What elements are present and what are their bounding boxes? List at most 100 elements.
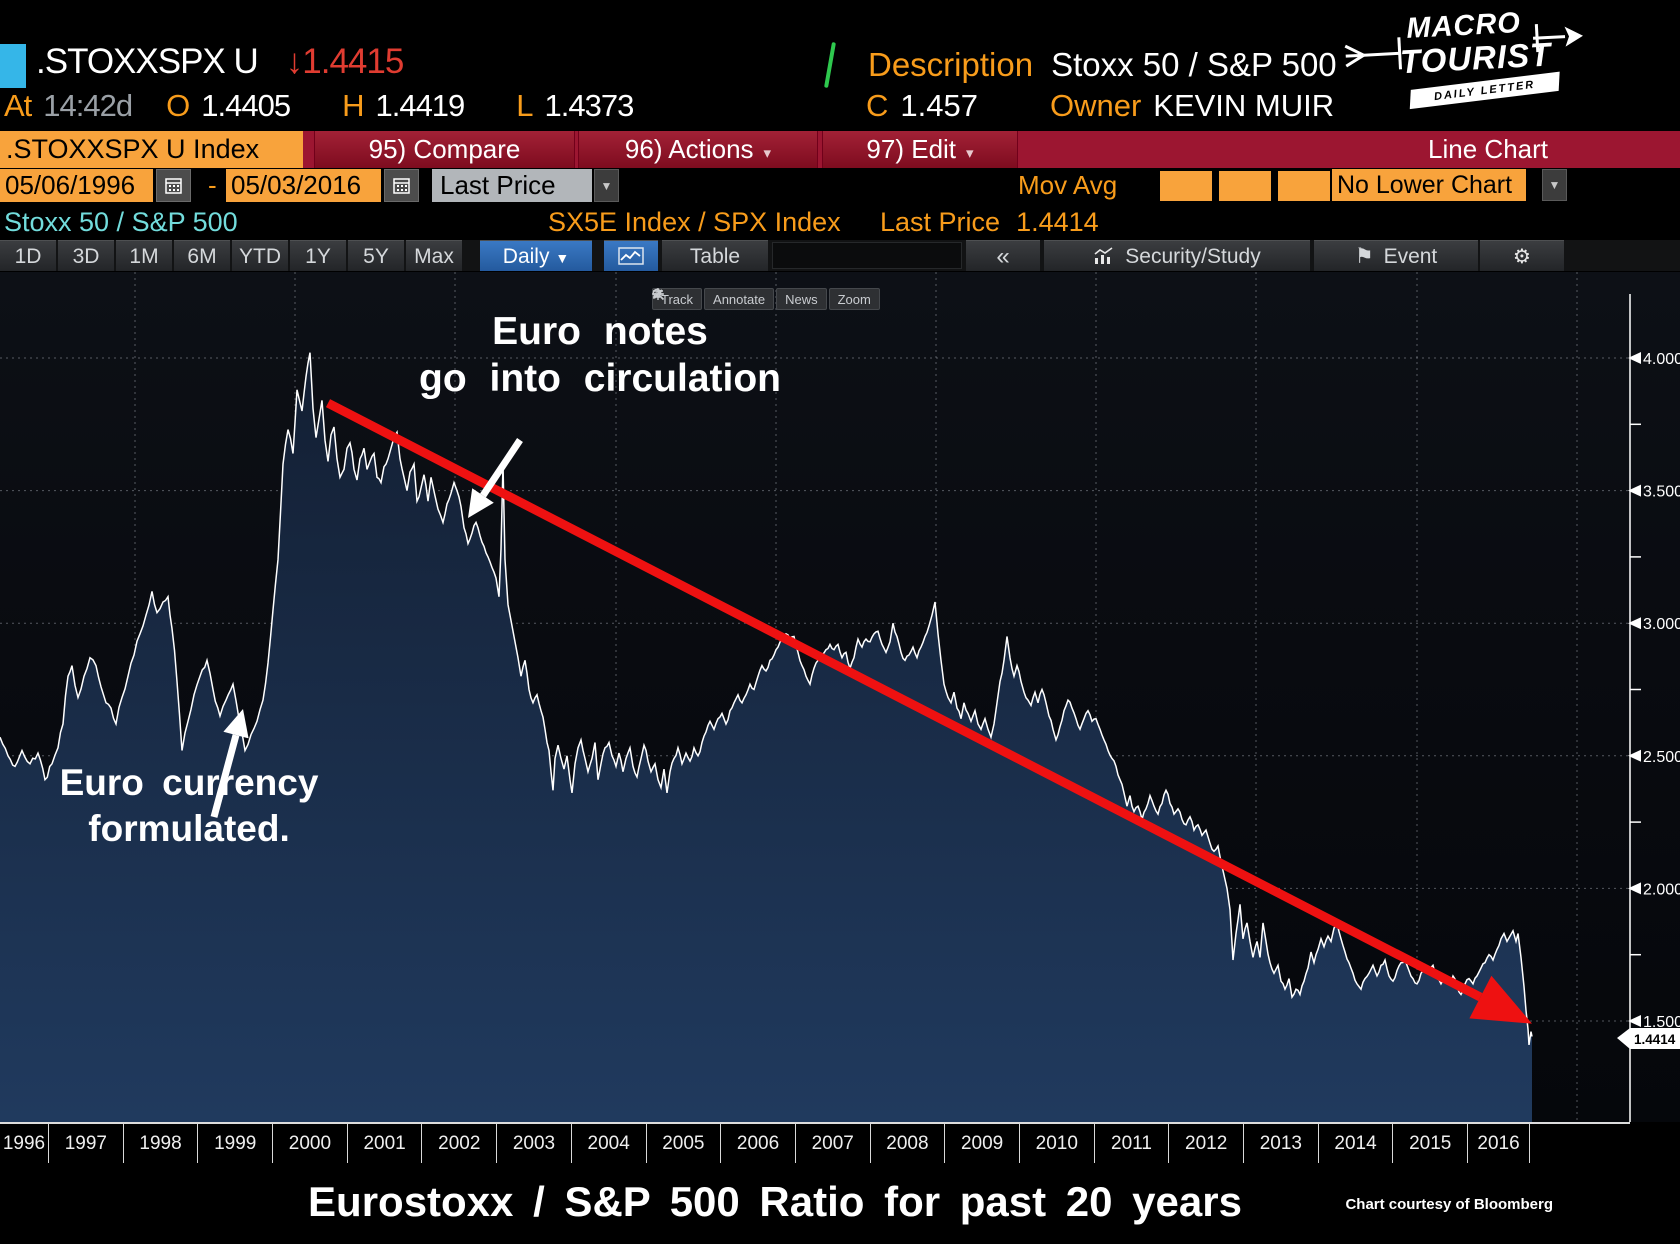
collapse-button[interactable]: « [966,240,1040,271]
tab-6m[interactable]: 6M [174,240,230,271]
low-value: 1.4373 [544,88,635,123]
annotation-euro-notes: Euro notes go into circulation [419,310,781,400]
last-price-label: Last Price [880,207,1001,237]
calendar-icon [393,178,410,194]
chart-toolbar: Track Annotate News Zoom [652,288,882,310]
calendar-from-button[interactable] [156,169,191,202]
last-price-badge [1617,1028,1680,1049]
green-tick-mark [824,42,836,88]
close-owner-row: C 1.457 Owner KEVIN MUIR [866,88,1386,124]
euro-notes-arrow [468,438,523,518]
description-row: Description Stoxx 50 / S&P 500 [868,46,1337,84]
macrotourist-logo: MACRO TOURIST DAILY LETTER [1335,0,1591,120]
compare-button[interactable]: 95) Compare [314,131,575,168]
calendar-icon [165,178,182,194]
mov-avg-box-1[interactable] [1160,171,1212,201]
y-tick-marker [1628,749,1641,762]
y-tick-marker [1628,484,1641,497]
x-axis-year: 2002 [422,1124,498,1163]
zoom-button[interactable]: Zoom [652,288,880,310]
x-axis-year: 1997 [49,1124,124,1163]
time-value: 14:42d [43,88,133,123]
index-button[interactable]: .STOXXSPX U Index [0,131,303,168]
mov-avg-label: Mov Avg [1018,170,1118,200]
tab-max[interactable]: Max [406,240,462,271]
price-chart[interactable]: 4.0000 3.5000 3.0000 2.5000 2.0000 1.50001.44… [0,272,1680,1122]
track-button[interactable]: Track [652,288,703,310]
news-button[interactable]: News [653,288,827,310]
settings-button[interactable]: ⚙ [1480,240,1564,271]
chevron-down-icon: ▾ [966,145,974,162]
tab-5y[interactable]: 5Y [348,240,404,271]
at-label: At [4,88,32,123]
price-area [0,352,1532,1122]
x-axis-year: 2012 [1169,1124,1244,1163]
chart-title: Eurostoxx / S&P 500 Ratio for past 20 ye… [308,1178,1242,1225]
subheader-bar: Stoxx 50 / S&P 500 SX5E Index / SPX Inde… [0,205,1680,239]
x-axis-year: 1999 [198,1124,274,1163]
ohlc-row: At 14:42d O 1.4405 H 1.4419 L 1.4373 [4,88,685,124]
down-arrow-icon: ↓ [285,42,303,81]
menu-bar: .STOXXSPX U Index 95) Compare 96) Action… [0,131,1680,168]
x-axis-year: 2007 [796,1124,871,1163]
tab-1y[interactable]: 1Y [290,240,346,271]
event-tab[interactable]: ⚑ Event [1314,240,1478,271]
mov-avg-box-2[interactable] [1219,171,1271,201]
x-axis-year: 1996 [0,1124,49,1163]
low-label: L [516,88,533,123]
date-range-separator: - [208,170,217,200]
x-axis-year: 2013 [1244,1124,1319,1163]
edit-button[interactable]: 97) Edit ▾ [822,131,1018,168]
no-lower-chart-select[interactable]: No Lower Chart [1332,169,1526,201]
toolbar-inset [772,242,962,269]
last-price-value: 1.4414 [1016,207,1099,237]
tab-3d[interactable]: 3D [58,240,114,271]
chart-type-label: Line Chart [1428,134,1548,164]
actions-button[interactable]: 96) Actions ▾ [578,131,818,168]
y-axis-label: 1.5000 [1643,1014,1680,1031]
tab-1d[interactable]: 1D [0,240,56,271]
tab-table[interactable]: Table [662,240,768,271]
x-axis-year: 2004 [572,1124,647,1163]
panel-cyan-square [0,44,26,88]
mov-avg-box-3[interactable] [1278,171,1330,201]
magnifier-icon [652,288,664,300]
tab-period-daily[interactable]: Daily ▼ [480,240,592,271]
ticker-symbol: .STOXXSPX U [36,42,259,81]
price-type-select[interactable]: Last Price [432,169,592,202]
no-lower-chart-dropdown-arrow[interactable]: ▼ [1542,169,1567,201]
tab-1m[interactable]: 1M [116,240,172,271]
annotate-button[interactable]: Annotate [653,288,775,310]
indices-label: SX5E Index / SPX Index [548,207,841,237]
date-to-input[interactable]: 05/03/2016 [226,169,381,202]
owner-label: Owner [1049,88,1142,123]
y-axis-label: 2.0000 [1643,881,1680,898]
chart-area: 4.0000 3.5000 3.0000 2.5000 2.0000 1.50001.44… [0,272,1680,1122]
x-axis-year: 2001 [348,1124,423,1163]
security-study-tab[interactable]: Security/Study [1044,240,1310,271]
description-value: Stoxx 50 / S&P 500 [1051,46,1337,83]
tab-ytd[interactable]: YTD [232,240,288,271]
x-axis-year: 2006 [721,1124,796,1163]
chevron-down-icon: ▾ [763,145,772,162]
close-value: 1.457 [900,88,978,123]
x-axis-year: 2014 [1319,1124,1394,1163]
chevron-down-icon: ▼ [555,250,570,266]
x-axis-year: 2015 [1393,1124,1469,1163]
line-chart-view-button[interactable] [604,240,658,271]
gear-icon: ⚙ [1513,243,1531,268]
annotation-euro-currency: Euro currency formulated. [59,762,319,849]
y-axis-label: 4.0000 [1643,351,1680,368]
open-value: 1.4405 [201,88,291,123]
x-axis-year: 2008 [871,1124,946,1163]
open-label: O [166,88,190,123]
price-type-dropdown-arrow[interactable]: ▼ [594,169,619,202]
calendar-to-button[interactable] [384,169,419,202]
date-from-input[interactable]: 05/06/1996 [0,169,153,202]
x-axis-year: 2011 [1095,1124,1170,1163]
x-axis-year: 2000 [273,1124,348,1163]
x-axis-year: 2003 [497,1124,572,1163]
y-tick-marker [1628,1015,1641,1027]
high-value: 1.4419 [375,88,465,123]
